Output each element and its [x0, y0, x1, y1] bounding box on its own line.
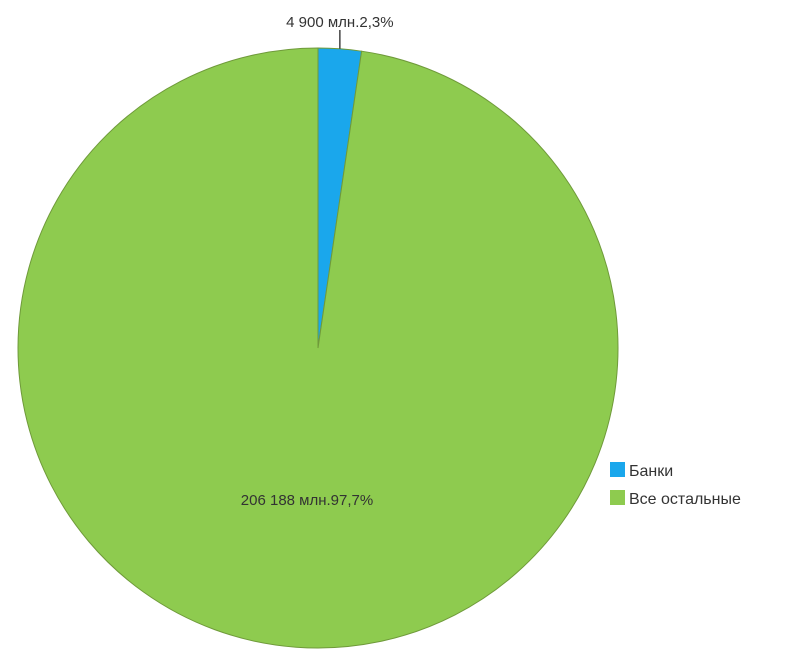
legend: Банки Все остальные — [610, 462, 741, 508]
slices-layer — [17, 47, 619, 649]
pie-slice-others — [17, 47, 619, 649]
data-labels-layer: 4 900 млн.2,3% 206 188 млн.97,7% — [241, 14, 394, 509]
legend-swatch-others — [610, 490, 625, 505]
data-label-banks: 4 900 млн.2,3% — [286, 14, 393, 31]
data-label-others: 206 188 млн.97,7% — [241, 492, 373, 509]
legend-label-banks: Банки — [629, 463, 673, 480]
legend-label-others: Все остальные — [629, 491, 741, 508]
legend-swatch-banks — [610, 462, 625, 477]
